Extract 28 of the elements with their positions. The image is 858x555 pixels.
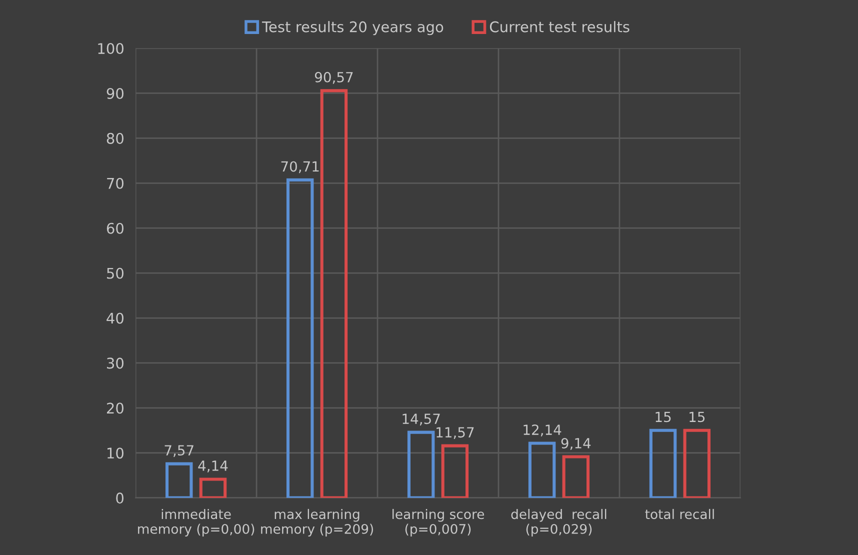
- y-tick-label: 0: [116, 492, 124, 504]
- y-tick-label: 90: [106, 88, 124, 99]
- data-label: 12,14: [524, 424, 562, 436]
- y-tick-label: 20: [106, 402, 124, 414]
- y-tick-label: 10: [107, 448, 124, 459]
- data-label: 11,57: [436, 427, 474, 439]
- x-tick-label: learning score (p=0,007): [392, 508, 484, 536]
- x-tick-label: immediate memory (p=0,00): [138, 508, 254, 536]
- x-tick-label: delayed recall (p=0,029): [511, 508, 606, 536]
- data-label: 15: [656, 412, 671, 422]
- data-label: 9,14: [561, 438, 591, 450]
- x-tick-label: total recall: [645, 508, 714, 520]
- data-label: 15: [690, 412, 705, 422]
- data-label: 70,71: [281, 161, 319, 174]
- y-tick-label: 100: [98, 43, 124, 54]
- data-label: 4,14: [198, 460, 228, 472]
- y-tick-label: 40: [106, 312, 124, 324]
- y-tick-label: 70: [107, 178, 124, 189]
- data-label: 7,57: [164, 445, 194, 457]
- y-tick-label: 60: [106, 222, 124, 234]
- y-tick-label: 30: [107, 358, 124, 369]
- data-label: 90,57: [314, 72, 353, 84]
- x-tick-label: max learning memory (p=209): [261, 508, 374, 536]
- y-tick-label: 80: [106, 132, 124, 144]
- legend-label: Test results 20 years ago: [262, 21, 444, 36]
- y-tick-label: 50: [107, 268, 124, 279]
- legend-label: Current test results: [490, 21, 630, 32]
- data-label: 14,57: [402, 414, 440, 426]
